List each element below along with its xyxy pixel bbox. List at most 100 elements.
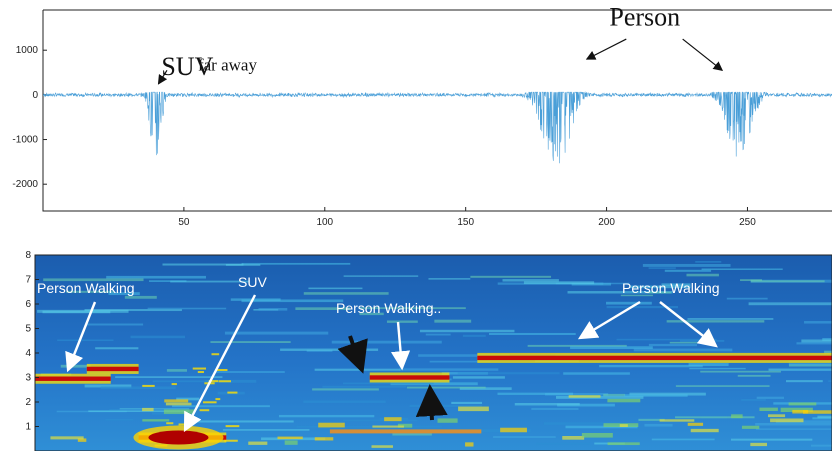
spectrogram-band — [225, 425, 240, 428]
spectrogram-band — [810, 444, 832, 447]
spectrogram-band — [489, 332, 576, 335]
spectrogram-band — [43, 278, 144, 282]
spectrogram-band — [828, 380, 832, 382]
spectrogram-band — [314, 437, 334, 441]
spectrogram-band — [451, 401, 483, 404]
spectrogram-band — [690, 428, 719, 433]
spectrogram-band — [284, 440, 298, 445]
spectrogram-band — [248, 441, 268, 445]
spectrogram-band — [675, 385, 770, 387]
spectrogram-band — [669, 341, 707, 344]
spectrogram-band — [77, 438, 87, 442]
annotation-arrow — [390, 321, 411, 371]
spectrogram-band — [176, 397, 200, 401]
spectrogram-band — [687, 318, 774, 320]
spectrogram-band — [434, 319, 472, 323]
spectrogram-band — [192, 367, 207, 370]
spectrogram-band — [695, 260, 722, 263]
x-tick-label: 50 — [178, 217, 190, 228]
spectrogram-band — [308, 287, 363, 290]
annotation-arrow — [337, 335, 368, 374]
spectrogram-band — [199, 409, 210, 412]
spectrogram-band — [452, 376, 505, 379]
spectrogram-band — [768, 414, 786, 418]
spectrogram-band — [392, 433, 432, 436]
spectrogram-band — [536, 442, 590, 445]
spectrogram-band — [60, 364, 91, 368]
spectrogram-band — [210, 341, 291, 343]
spectrogram-track — [86, 366, 139, 372]
y-tick-label: 0 — [32, 90, 38, 101]
spectrogram-band — [331, 340, 442, 344]
spectrogram-band — [115, 376, 223, 378]
spectrogram-band — [149, 280, 187, 282]
spectrogram-band — [562, 436, 585, 440]
spectrogram-band — [543, 422, 621, 425]
spectrogram-band — [651, 438, 715, 441]
spectrogram-band — [748, 302, 832, 306]
annotation-label: Person Walking — [37, 280, 135, 296]
annotation-arrow — [183, 294, 257, 433]
spectrogram-band — [105, 418, 134, 421]
spectrogram-band — [741, 398, 766, 401]
spectrogram-band — [659, 419, 695, 422]
spectrogram-band — [644, 423, 673, 427]
spectrogram-band — [581, 432, 613, 438]
y-tick-label: 2 — [25, 397, 31, 408]
spectrogram-band — [740, 279, 763, 282]
y-tick-label: -2000 — [12, 179, 38, 190]
spectrogram-band — [603, 393, 626, 397]
annotation-label: SUV — [238, 274, 267, 290]
spectrogram-band — [227, 391, 238, 394]
spectrogram-band — [386, 320, 418, 323]
x-tick-label: 100 — [316, 217, 333, 228]
spectrogram-band — [428, 278, 471, 280]
spectrogram-band — [406, 386, 486, 389]
spectrogram-band — [624, 394, 688, 397]
annotation-label: Person Walking — [622, 280, 720, 296]
annotation-person-arrow — [682, 38, 724, 72]
spectrogram-band — [359, 312, 384, 316]
spectrogram-band — [214, 371, 285, 373]
spectrogram-band — [280, 348, 379, 351]
spectrogram-band — [322, 385, 407, 388]
waveform-line — [43, 91, 832, 164]
spectrogram-band — [278, 414, 375, 418]
spectrogram-band — [343, 275, 419, 277]
spectrogram-band — [830, 321, 832, 324]
spectrogram-band — [163, 409, 195, 414]
x-tick-label: 250 — [739, 217, 756, 228]
spectrogram-band — [165, 402, 192, 406]
spectrogram-band — [502, 279, 559, 282]
spectrogram-track — [35, 376, 111, 381]
spectrogram-band — [648, 343, 697, 347]
spectrogram-band — [215, 398, 221, 401]
spectrogram-track — [477, 355, 832, 361]
spectrogram-band — [57, 339, 114, 342]
spectrogram-band — [371, 445, 393, 448]
spectrogram-band — [88, 410, 190, 412]
spectrogram-band — [680, 339, 725, 342]
spectrogram-band — [619, 424, 628, 427]
spectrogram-band — [342, 419, 418, 422]
spectrogram-band — [142, 384, 155, 387]
y-tick-label: 7 — [25, 275, 31, 286]
spectrogram-annotations: Person Walking SUV Person Walking.. Person … — [37, 274, 720, 433]
spectrogram-band — [108, 292, 140, 296]
spectrogram-band — [342, 382, 434, 385]
spectrogram-band — [152, 380, 213, 383]
spectrogram-band — [84, 309, 182, 312]
spectrogram-band — [737, 374, 771, 377]
spectrogram-band — [606, 306, 679, 309]
spectrogram-band — [277, 436, 303, 440]
spectrogram-band — [399, 368, 499, 371]
spectrogram-band — [303, 400, 386, 403]
annotation-arrow — [65, 301, 97, 373]
spectrogram-band — [812, 417, 832, 420]
spectrogram-band — [66, 290, 114, 293]
spectrogram-band — [759, 407, 778, 412]
spectrogram-band — [689, 367, 746, 370]
spectrogram-band — [755, 422, 832, 426]
spectrogram-band — [523, 281, 595, 285]
spectrogram-band — [563, 372, 630, 375]
